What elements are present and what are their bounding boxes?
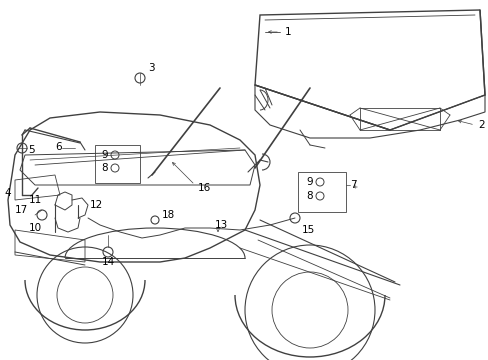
Text: 14: 14 <box>101 257 114 267</box>
Text: 8: 8 <box>101 163 108 173</box>
Text: 1: 1 <box>285 27 291 37</box>
Text: 2: 2 <box>477 120 484 130</box>
Text: 3: 3 <box>148 63 154 73</box>
Text: 12: 12 <box>90 200 103 210</box>
Text: 5: 5 <box>28 145 35 155</box>
Text: 15: 15 <box>302 225 315 235</box>
Text: 13: 13 <box>215 220 228 230</box>
Text: 16: 16 <box>198 183 211 193</box>
Text: 7: 7 <box>349 180 356 190</box>
Text: 17: 17 <box>15 205 28 215</box>
Bar <box>297 172 346 212</box>
Text: 4: 4 <box>5 188 11 198</box>
Bar <box>95 145 140 183</box>
Text: 6: 6 <box>55 142 61 152</box>
Text: 9: 9 <box>101 150 108 160</box>
Text: 8: 8 <box>306 191 312 201</box>
Text: 11: 11 <box>29 195 42 205</box>
Text: 10: 10 <box>29 223 42 233</box>
Text: 9: 9 <box>306 177 312 187</box>
Text: 18: 18 <box>162 210 175 220</box>
